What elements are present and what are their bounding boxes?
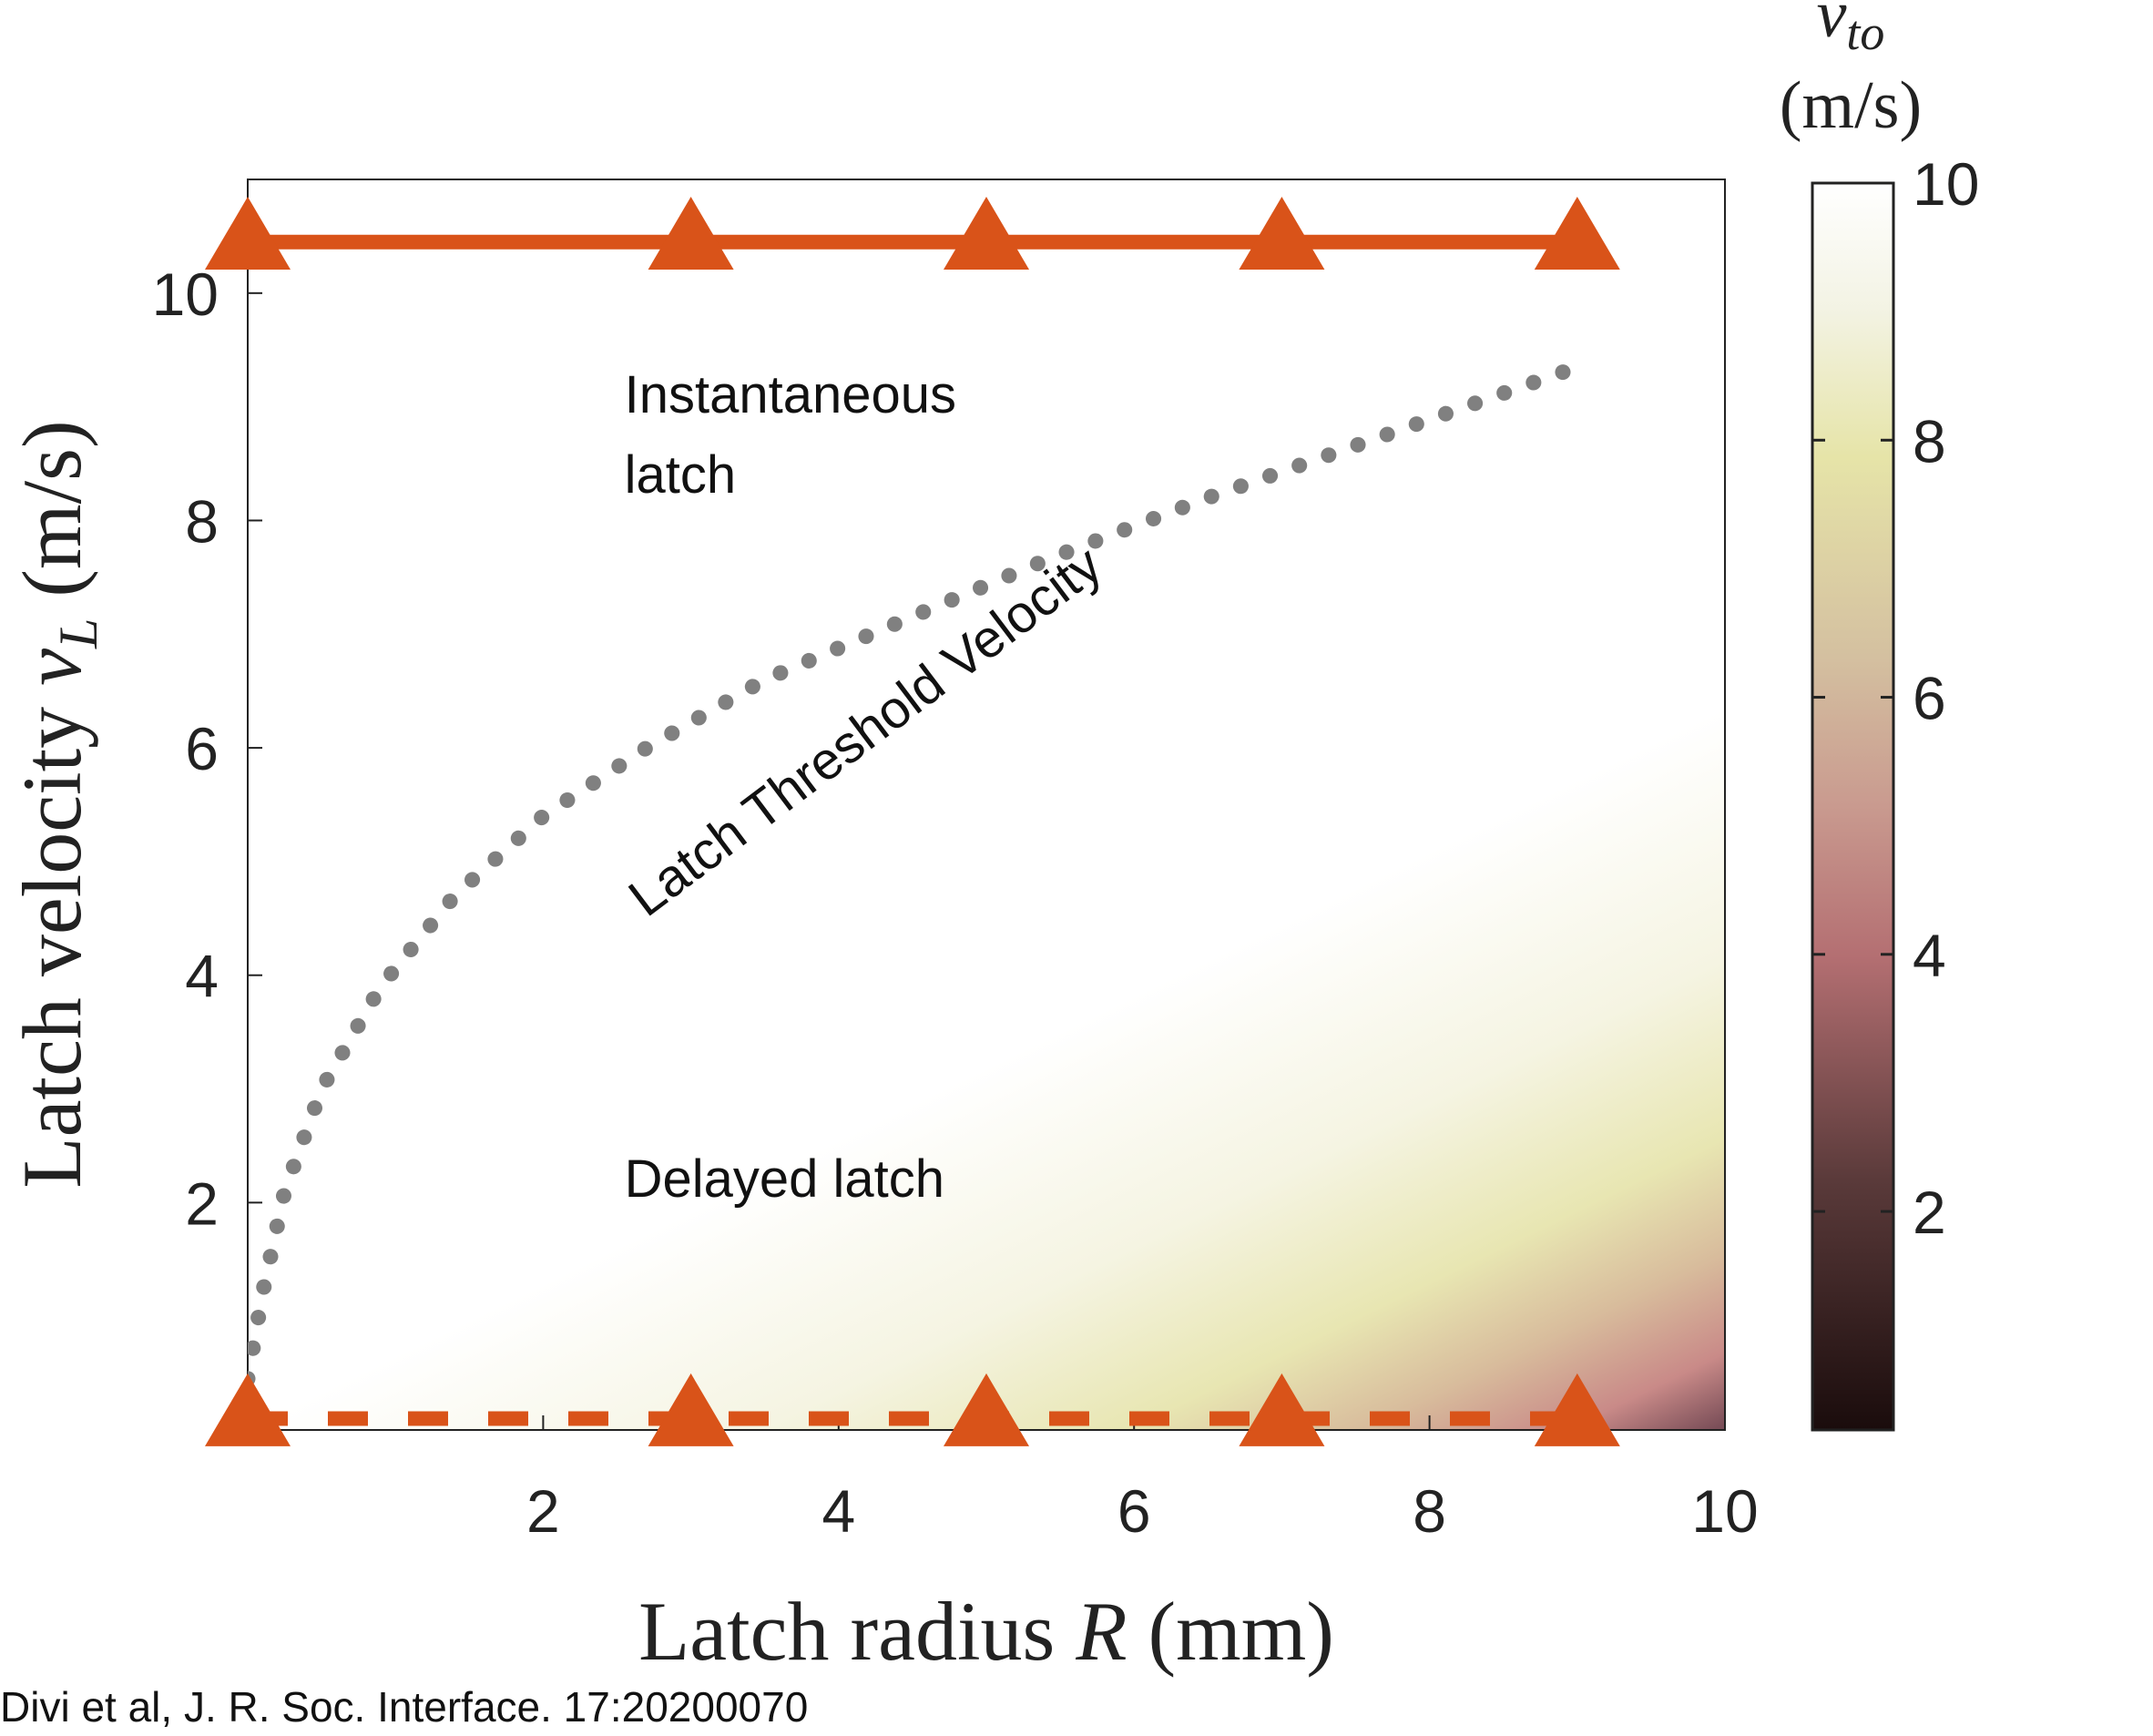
plot-area	[247, 179, 1726, 1431]
colorbar-unit: (m/s)	[1780, 68, 1922, 143]
triangle-marker	[205, 197, 291, 271]
x-tick-label: 8	[1413, 1477, 1446, 1545]
threshold-dotted-line	[248, 359, 1586, 1387]
triangle-marker	[1534, 197, 1620, 271]
triangle-marker	[944, 1373, 1029, 1446]
colorbar: 2 4 6 8 10 vto (m/s)	[1780, 0, 1979, 1432]
heatmap	[248, 179, 1725, 1430]
x-axis-label: Latch radius R (mm)	[638, 1585, 1334, 1678]
annotation: Instantaneous latch	[625, 365, 956, 505]
y-tick-label: 6	[185, 715, 219, 782]
y-axis-label: Latch velocity vL (m/s)	[5, 420, 108, 1188]
marker-layer	[205, 197, 1620, 1446]
y-tick-label: 10	[152, 260, 219, 328]
y-tick-label: 8	[185, 487, 219, 555]
y-axis-ticks: 2 4 6 8 10	[152, 260, 262, 1237]
triangle-marker	[1239, 1373, 1325, 1446]
x-tick-label: 10	[1691, 1477, 1758, 1545]
citation: Divi et al, J. R. Soc. Interface. 17:202…	[0, 1683, 808, 1731]
colorbar-tick-label: 10	[1913, 150, 1979, 218]
y-tick-label: 4	[185, 943, 219, 1010]
triangle-marker	[648, 197, 734, 271]
colorbar-tick-label: 6	[1913, 665, 1946, 732]
x-axis-ticks: 2 4 6 8 10	[526, 1415, 1759, 1545]
colorbar-tick-label: 8	[1913, 407, 1946, 475]
colorbar-fill	[1811, 181, 1895, 1432]
x-tick-label: 4	[821, 1477, 855, 1545]
triangle-marker	[1239, 197, 1325, 271]
x-tick-label: 6	[1117, 1477, 1151, 1545]
colorbar-tick-label: 2	[1913, 1179, 1946, 1246]
x-tick-label: 2	[526, 1477, 560, 1545]
y-tick-label: 2	[185, 1169, 219, 1237]
triangle-marker	[944, 197, 1029, 271]
colorbar-ticks: 2 4 6 8 10	[1812, 150, 1979, 1246]
annotation: Delayed latch	[625, 1149, 944, 1209]
triangle-marker	[1534, 1373, 1620, 1446]
colorbar-title: vto	[1817, 0, 1885, 60]
triangle-marker	[205, 1373, 291, 1446]
colorbar-tick-label: 4	[1913, 922, 1946, 989]
triangle-marker	[648, 1373, 734, 1446]
